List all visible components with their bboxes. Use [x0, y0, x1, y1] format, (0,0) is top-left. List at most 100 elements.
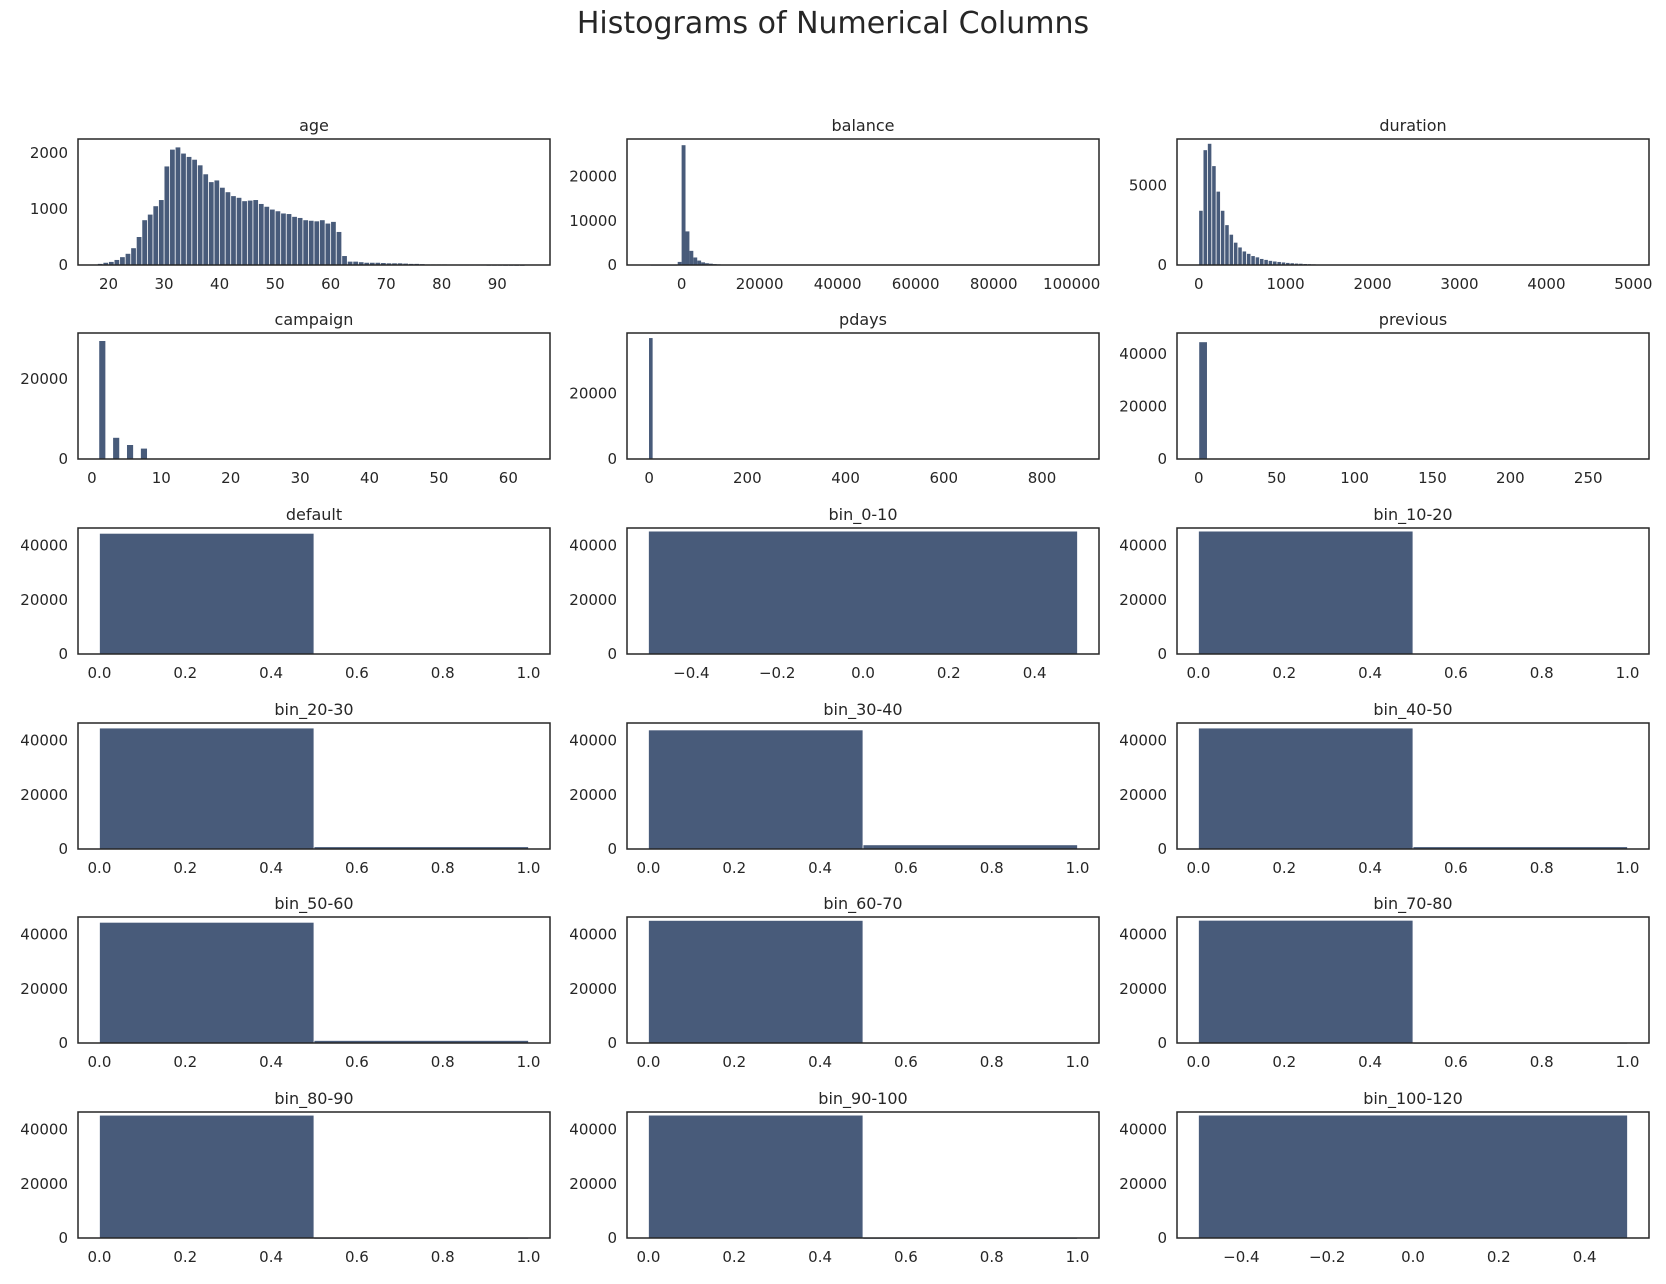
y-tick-label: 0 [58, 645, 68, 663]
axes-frame [1176, 722, 1650, 850]
x-tick-label: 1.0 [1066, 859, 1090, 877]
x-tick-label: 0.4 [1573, 1248, 1597, 1266]
histogram-bar [253, 200, 259, 265]
subplot-title: bin_90-100 [818, 1089, 907, 1109]
x-tick-label: 1.0 [1616, 1053, 1640, 1071]
x-tick-label: −0.2 [759, 664, 795, 682]
histogram-bar [1290, 263, 1294, 265]
subplot-balance: balance 0 20000 40000 60000 80000 100000 0 10000… [569, 116, 1100, 293]
histogram-bar [331, 221, 336, 265]
subplot-title: bin_50-60 [274, 894, 353, 914]
x-tick-label: 0.6 [345, 1053, 369, 1071]
x-tick-label: 100 [1340, 469, 1369, 487]
histogram-bar [649, 338, 653, 459]
histogram-bar [1216, 191, 1221, 265]
y-tick-label: 0 [1157, 1034, 1167, 1052]
histogram-bar [142, 220, 148, 265]
subplot-title: default [286, 505, 342, 524]
x-tick-label: 5000 [1614, 275, 1652, 293]
histogram-bar [1233, 242, 1238, 265]
histogram-bar [231, 196, 236, 265]
x-tick-label: 0.2 [722, 1053, 746, 1071]
x-tick-label: 0 [644, 469, 654, 487]
x-tick-label: 0.6 [894, 1053, 918, 1071]
x-tick-label: 0.8 [980, 859, 1004, 877]
histogram-bar [648, 1115, 863, 1238]
histogram-bar [197, 165, 203, 265]
histogram-bar [136, 237, 142, 265]
y-tick-label: 20000 [1119, 398, 1167, 416]
x-tick-label: 0.0 [88, 1248, 112, 1266]
subplot-title: campaign [275, 310, 354, 329]
y-tick-label: 0 [58, 450, 68, 468]
x-tick-label: 0.0 [851, 664, 875, 682]
histogram-bar [1277, 261, 1281, 265]
histogram-bar [164, 166, 170, 265]
x-tick-label: 0.8 [431, 1053, 455, 1071]
y-tick-label: 40000 [20, 732, 68, 750]
y-tick-label: 0 [1157, 840, 1167, 858]
x-tick-label: 1.0 [517, 859, 541, 877]
histogram-bar [214, 180, 220, 265]
y-tick-label: 0 [58, 1229, 68, 1247]
histogram-bar [863, 845, 1078, 849]
histogram-bar [292, 216, 297, 265]
histogram-bar [369, 262, 375, 265]
subplot-age: age 20 30 40 50 60 70 80 90 0 1000 2000 [30, 116, 551, 293]
axes-frame [77, 332, 551, 460]
y-tick-label: 0 [1157, 256, 1167, 274]
histogram-bar [258, 203, 264, 265]
x-tick-label: 0.2 [173, 859, 197, 877]
y-tick-label: 40000 [569, 732, 617, 750]
x-tick-label: 0.8 [1530, 664, 1554, 682]
x-tick-label: 100000 [1043, 275, 1100, 293]
axes-frame [1176, 916, 1650, 1044]
histogram-bar [126, 445, 134, 459]
subplot-title: bin_60-70 [823, 894, 902, 914]
x-tick-label: 30 [155, 275, 174, 293]
y-tick-label: 0 [607, 256, 617, 274]
axes-frame [77, 138, 551, 266]
histogram-bar [236, 197, 242, 265]
x-tick-label: 0.6 [1444, 859, 1468, 877]
histogram-bar [375, 262, 381, 265]
x-tick-label: 80 [432, 275, 451, 293]
y-tick-label: 20000 [569, 786, 617, 804]
histogram-bar [336, 231, 342, 265]
x-tick-label: 200 [1496, 469, 1525, 487]
x-tick-label: 0.2 [1487, 1248, 1511, 1266]
subplot-pdays: pdays 0 200 400 600 800 0 20000 [569, 310, 1100, 487]
histogram-bar [286, 214, 292, 265]
x-tick-label: 30 [291, 469, 310, 487]
histogram-bar [325, 223, 331, 265]
x-tick-label: 0.0 [1187, 664, 1211, 682]
y-tick-label: 20000 [20, 786, 68, 804]
y-tick-label: 20000 [20, 1175, 68, 1193]
y-tick-label: 0 [607, 1034, 617, 1052]
x-tick-label: 1.0 [517, 1248, 541, 1266]
x-tick-label: 0.0 [1401, 1248, 1425, 1266]
x-tick-label: 40 [360, 469, 379, 487]
x-tick-label: 70 [377, 275, 396, 293]
x-tick-label: 0.4 [1358, 1053, 1382, 1071]
x-tick-label: 60000 [892, 275, 940, 293]
x-tick-label: −0.4 [673, 664, 709, 682]
subplot-bin_10-20: bin_10-20 0.0 0.2 0.4 0.6 0.8 1.0 0 20000 40000 [1119, 505, 1650, 682]
histogram-bar [99, 533, 314, 654]
histogram-bar [1198, 1115, 1628, 1238]
axes-frame [626, 722, 1100, 850]
histogram-bar [1229, 234, 1234, 265]
histogram-bar [1212, 166, 1216, 265]
histogram-bar [689, 250, 694, 265]
histogram-bar [392, 263, 397, 265]
x-tick-label: 0.6 [345, 859, 369, 877]
subplot-title: balance [832, 116, 895, 135]
histogram-bar [297, 217, 303, 265]
y-tick-label: 0 [607, 840, 617, 858]
x-tick-label: 0.8 [431, 664, 455, 682]
histogram-bar [147, 214, 153, 265]
x-tick-label: 0.4 [1358, 664, 1382, 682]
figure-title: Histograms of Numerical Columns [576, 6, 1090, 41]
x-tick-label: 0.8 [980, 1053, 1004, 1071]
x-tick-label: 20000 [736, 275, 784, 293]
